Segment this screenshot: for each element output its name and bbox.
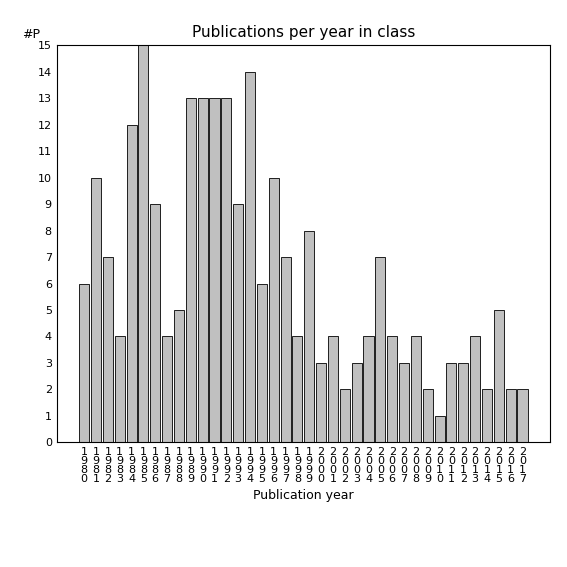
Bar [482, 390, 492, 442]
Bar [363, 336, 374, 442]
Bar [150, 204, 160, 442]
Bar [245, 72, 255, 442]
Bar [411, 336, 421, 442]
Bar [79, 284, 89, 442]
Bar [375, 257, 386, 442]
Bar [434, 416, 445, 442]
X-axis label: Publication year: Publication year [253, 489, 354, 502]
Bar [209, 98, 219, 442]
Bar [257, 284, 267, 442]
Bar [198, 98, 208, 442]
Bar [328, 336, 338, 442]
Bar [162, 336, 172, 442]
Bar [494, 310, 504, 442]
Bar [340, 390, 350, 442]
Bar [103, 257, 113, 442]
Bar [304, 231, 314, 442]
Text: #P: #P [22, 28, 40, 41]
Bar [387, 336, 397, 442]
Bar [316, 363, 326, 442]
Bar [293, 336, 302, 442]
Bar [518, 390, 527, 442]
Bar [115, 336, 125, 442]
Bar [423, 390, 433, 442]
Bar [470, 336, 480, 442]
Bar [399, 363, 409, 442]
Bar [446, 363, 456, 442]
Bar [269, 177, 279, 442]
Bar [233, 204, 243, 442]
Bar [126, 125, 137, 442]
Bar [458, 363, 468, 442]
Bar [186, 98, 196, 442]
Bar [138, 45, 149, 442]
Bar [174, 310, 184, 442]
Bar [281, 257, 291, 442]
Bar [221, 98, 231, 442]
Bar [506, 390, 516, 442]
Title: Publications per year in class: Publications per year in class [192, 25, 415, 40]
Bar [91, 177, 101, 442]
Bar [352, 363, 362, 442]
